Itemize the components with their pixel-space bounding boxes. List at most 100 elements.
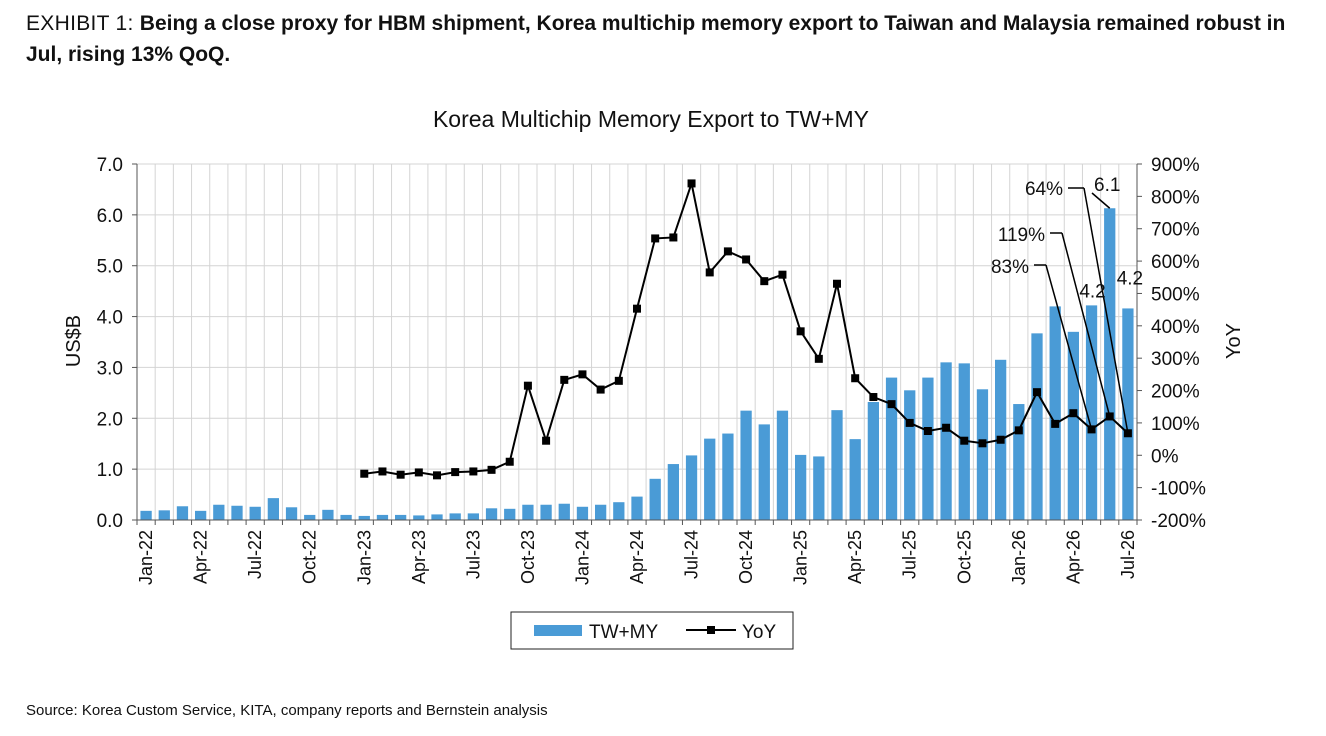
yoy-point: [1033, 388, 1041, 397]
x-tick-label: Jan-22: [136, 530, 156, 585]
bar: [685, 455, 698, 520]
bar: [1013, 404, 1025, 520]
bar: [649, 478, 661, 520]
yoy-point: [542, 436, 551, 445]
x-tick-label: Apr-23: [409, 530, 429, 584]
yoy-point: [978, 439, 987, 448]
bar: [485, 508, 498, 520]
yoy-point: [905, 418, 914, 427]
x-tick-label: Jan-26: [1009, 530, 1029, 585]
yoy-point: [742, 255, 751, 264]
bar: [631, 496, 643, 520]
bar: [904, 390, 916, 520]
yoy-point: [1069, 409, 1078, 418]
bar: [1049, 306, 1061, 520]
yoy-point: [633, 304, 641, 313]
bar: [1085, 305, 1098, 520]
yoy-point: [523, 381, 532, 390]
y2-tick-label: 700%: [1151, 220, 1200, 241]
bar: [831, 410, 843, 520]
bar: [213, 504, 225, 520]
x-tick-label: Jan-25: [791, 530, 811, 585]
x-tick-label: Apr-26: [1063, 530, 1083, 584]
yoy-point: [796, 327, 805, 336]
yoy-point: [651, 234, 660, 243]
x-tick-label: Oct-24: [736, 530, 756, 584]
bar: [1067, 331, 1079, 520]
leader-line: [1061, 232, 1111, 417]
legend-label-yoy: YoY: [742, 622, 776, 643]
bar: [940, 362, 952, 520]
bar: [322, 509, 334, 520]
x-tick-label: Jul-24: [682, 530, 702, 579]
y-tick-label: 3.0: [97, 358, 123, 379]
bar: [576, 506, 589, 520]
y2-tick-label: 500%: [1151, 284, 1200, 305]
yoy-point: [560, 375, 569, 384]
bar: [285, 507, 298, 520]
source-note: Source: Korea Custom Service, KITA, comp…: [26, 702, 548, 719]
y-tick-label: 2.0: [97, 409, 123, 430]
x-tick-label: Apr-25: [845, 530, 865, 584]
bar: [176, 506, 189, 520]
y2-tick-label: 600%: [1151, 252, 1200, 273]
yoy-point: [578, 370, 587, 379]
x-tick-label: Oct-25: [954, 530, 974, 584]
y2-tick-label: 0%: [1151, 446, 1179, 467]
yoy-point: [942, 423, 951, 432]
yoy-point: [1014, 426, 1023, 435]
bar: [558, 503, 570, 520]
annotations: 64% 6.1 119% 83% 4.2 4.2: [991, 175, 1143, 434]
y2-tick-label: 100%: [1151, 414, 1200, 435]
legend-bar-swatch: [534, 625, 582, 636]
yoy-point: [469, 467, 478, 476]
exhibit-title: Being a close proxy for HBM shipment, Ko…: [26, 12, 1286, 66]
bar: [722, 433, 734, 520]
yoy-point: [833, 279, 841, 288]
y-tick-label: 4.0: [97, 308, 123, 329]
yoy-point: [451, 468, 460, 477]
annotation-83pct: 83%: [991, 257, 1029, 278]
bar: [449, 513, 461, 520]
bar: [922, 377, 934, 520]
bar-series: [140, 208, 1134, 520]
x-tick-label: Jul-25: [900, 530, 920, 579]
yoy-point: [814, 354, 823, 363]
bar: [667, 464, 679, 520]
y-tick-label: 0.0: [97, 511, 123, 532]
yoy-point: [414, 468, 423, 477]
y2-tick-label: 800%: [1151, 187, 1200, 208]
yoy-point: [687, 179, 696, 188]
y-tick-label: 7.0: [97, 155, 123, 176]
yoy-point: [433, 471, 441, 480]
yoy-point: [378, 467, 387, 476]
yoy-point: [760, 277, 769, 286]
leader-line: [1045, 264, 1093, 430]
exhibit-label: EXHIBIT 1:: [26, 12, 140, 35]
bar: [158, 510, 170, 520]
yoy-point: [960, 436, 969, 445]
axes: 0.0 1.0 2.0 3.0 4.0 5.0 6.0 7.0 -200% -100% 0% 100%…: [97, 155, 1206, 585]
y-tick-label: 6.0: [97, 206, 123, 227]
bar: [267, 498, 279, 520]
yoy-point: [851, 374, 860, 383]
annotation-119pct: 119%: [998, 225, 1045, 246]
bar: [540, 504, 552, 520]
bar: [249, 506, 261, 520]
bar: [704, 438, 716, 520]
bar: [431, 514, 443, 520]
bar: [613, 502, 625, 520]
yoy-point: [596, 385, 605, 394]
bar: [595, 504, 607, 520]
yoy-point: [360, 469, 369, 478]
yoy-point: [869, 393, 878, 402]
bar: [395, 514, 407, 520]
y2-tick-label: -100%: [1151, 479, 1206, 500]
x-tick-label: Jan-23: [354, 530, 374, 585]
annotation-64pct: 64%: [1025, 179, 1063, 200]
leader-line: [1091, 192, 1111, 209]
bar: [376, 514, 389, 520]
bar: [1104, 208, 1116, 520]
exhibit-heading: EXHIBIT 1: Being a close proxy for HBM s…: [26, 8, 1306, 70]
